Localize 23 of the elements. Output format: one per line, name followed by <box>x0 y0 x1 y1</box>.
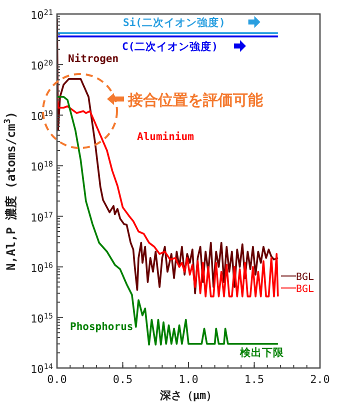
x-tick-label: 0.0 <box>47 373 67 386</box>
y-tick-label: 10$^{18}$ <box>30 159 54 174</box>
y-tick-label: 10$^{14}$ <box>30 362 54 376</box>
legend-label: C(二次イオン強度) <box>122 40 218 53</box>
x-tick-label: 1.0 <box>178 373 198 386</box>
x-tick-label: 1.5 <box>244 373 264 386</box>
legend-label: Si(二次イオン強度) <box>123 16 226 29</box>
y-tick-label: 10$^{15}$ <box>30 310 54 326</box>
x-tick-label: 2.0 <box>310 373 330 386</box>
series-label: Phosphorus <box>70 321 134 333</box>
annotation: 接合位置を評価可能 <box>127 91 264 109</box>
x-tick-label: 0.5 <box>112 373 133 386</box>
y-tick-label: 10$^{21}$ <box>30 8 54 22</box>
y-tick-label: 10$^{16}$ <box>30 260 54 275</box>
y-tick-label: 10$^{17}$ <box>30 210 54 224</box>
y-tick-label: 10$^{20}$ <box>30 58 54 73</box>
annotation: BGL <box>296 272 314 283</box>
annotation: 検出下限 <box>239 346 285 359</box>
y-tick-label: 10$^{19}$ <box>30 108 54 124</box>
annotation: BGL <box>296 284 314 295</box>
x-axis-title: 深さ（μm） <box>158 389 218 402</box>
series-label: Nitrogen <box>68 53 119 65</box>
text: Aluminium <box>137 131 194 143</box>
